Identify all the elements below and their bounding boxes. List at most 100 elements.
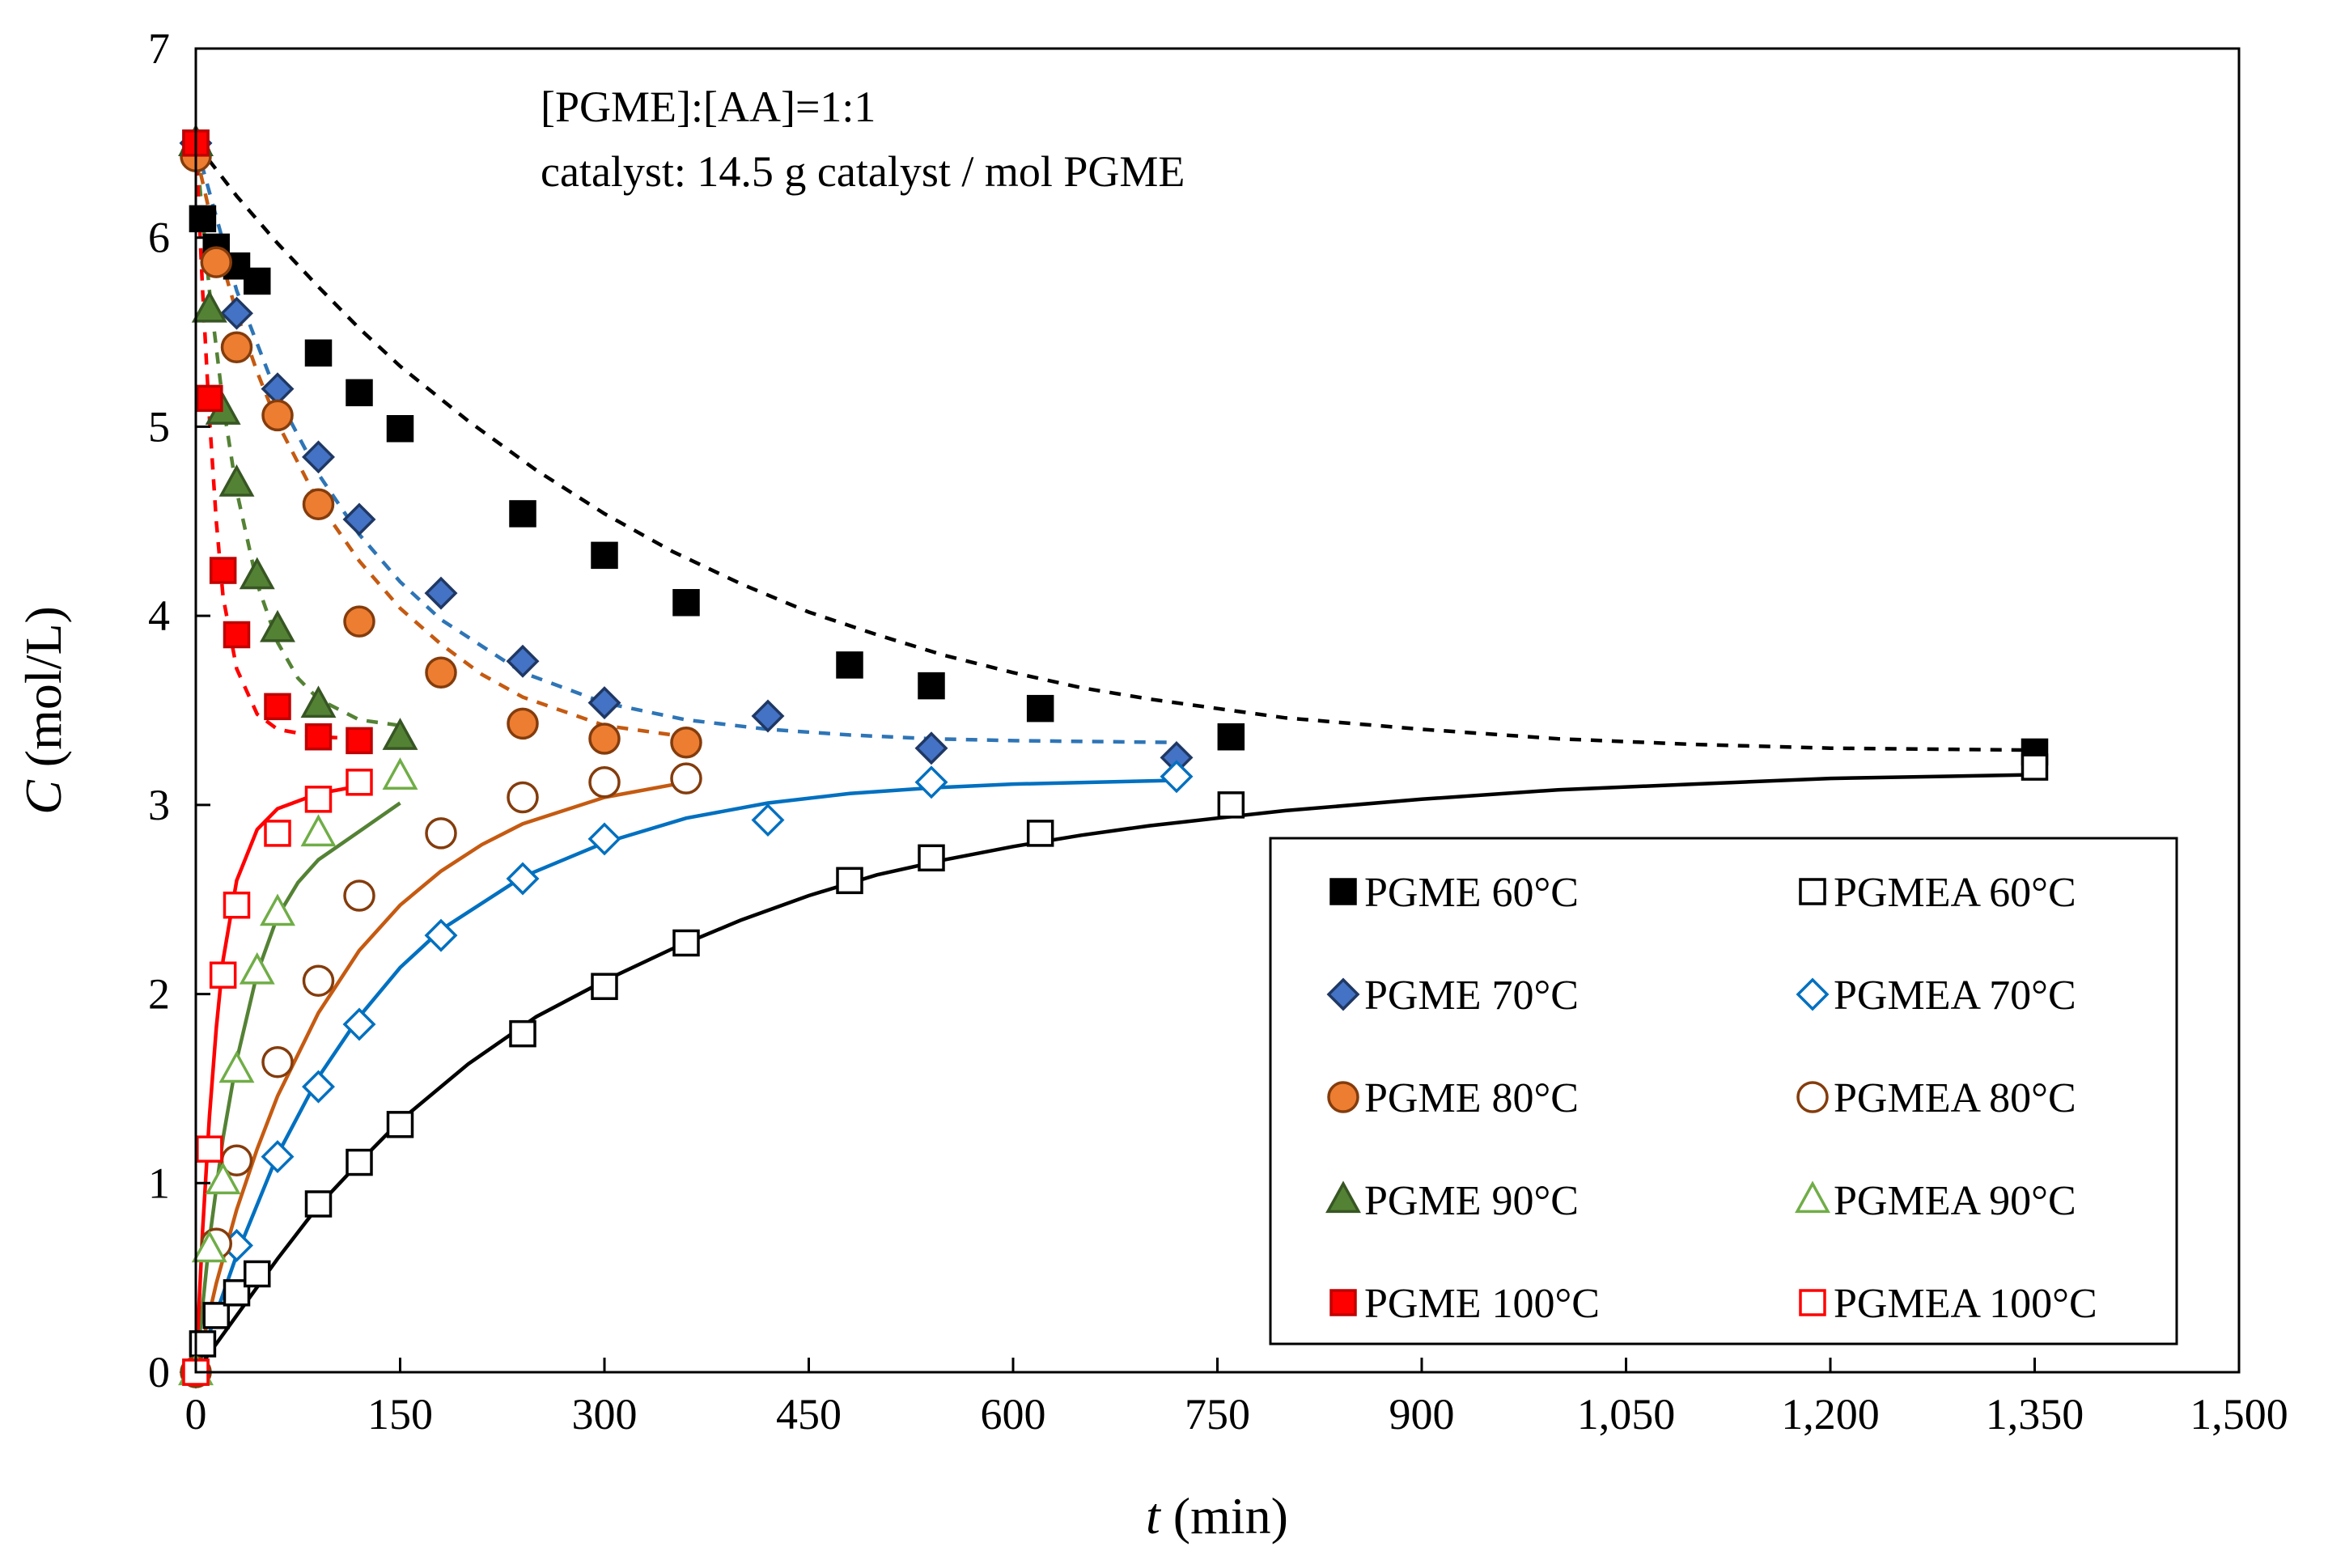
data-point bbox=[914, 731, 948, 765]
x-tick-label: 1,500 bbox=[2190, 1390, 2288, 1439]
data-point bbox=[189, 205, 217, 233]
data-point bbox=[196, 1135, 223, 1163]
x-tick-label: 150 bbox=[367, 1390, 433, 1439]
legend-item-pgme-90c: PGME 90°C bbox=[1325, 1178, 1579, 1224]
y-axis-title-symbol: C bbox=[15, 779, 72, 815]
data-point bbox=[261, 1140, 295, 1174]
data-point bbox=[670, 762, 702, 795]
data-point bbox=[218, 464, 255, 497]
legend-marker bbox=[1796, 977, 1830, 1011]
y-tick-label: 6 bbox=[148, 214, 170, 262]
data-point bbox=[509, 500, 536, 528]
data-point bbox=[836, 867, 863, 895]
legend-label: PGMEA 100°C bbox=[1834, 1281, 2097, 1327]
legend-label: PGME 60°C bbox=[1364, 870, 1579, 916]
legend-label: PGMEA 90°C bbox=[1834, 1178, 2076, 1224]
data-point bbox=[220, 296, 253, 330]
data-point bbox=[346, 379, 373, 407]
legend-marker bbox=[1327, 1081, 1359, 1113]
data-point bbox=[751, 803, 785, 837]
legend-marker bbox=[1326, 977, 1360, 1011]
data-point bbox=[670, 726, 702, 759]
data-point bbox=[196, 384, 223, 413]
data-point bbox=[382, 757, 418, 790]
data-point bbox=[672, 929, 700, 957]
data-point bbox=[1026, 694, 1054, 723]
y-tick-label: 4 bbox=[148, 591, 170, 640]
legend-item-pgmea-80c: PGMEA 80°C bbox=[1796, 1075, 2076, 1121]
data-point bbox=[304, 1190, 333, 1218]
data-point bbox=[424, 918, 458, 952]
legend-label: PGMEA 80°C bbox=[1834, 1075, 2076, 1121]
data-point bbox=[914, 765, 948, 799]
data-point bbox=[507, 781, 539, 814]
data-point bbox=[244, 267, 271, 295]
legend-label: PGMEA 70°C bbox=[1834, 973, 2076, 1019]
data-point bbox=[239, 951, 275, 985]
data-point bbox=[300, 814, 337, 847]
x-tick-label: 1,200 bbox=[1781, 1390, 1880, 1439]
legend-label: PGME 80°C bbox=[1364, 1075, 1579, 1121]
data-point bbox=[260, 609, 295, 642]
legend-item-pgme-60c: PGME 60°C bbox=[1329, 870, 1579, 916]
data-point bbox=[304, 786, 333, 813]
data-point bbox=[209, 557, 237, 584]
series-pgmea-70c bbox=[179, 760, 1194, 1389]
legend-label: PGME 100°C bbox=[1364, 1281, 1600, 1327]
data-point bbox=[239, 557, 275, 590]
data-point bbox=[1217, 791, 1245, 819]
data-point bbox=[588, 766, 621, 799]
data-point bbox=[302, 964, 335, 997]
fit-curve-pgme-80c bbox=[193, 151, 687, 739]
legend-item-pgmea-60c: PGMEA 60°C bbox=[1799, 870, 2076, 916]
data-point bbox=[205, 1162, 241, 1195]
x-tick-label: 900 bbox=[1389, 1390, 1455, 1439]
legend-label: PGME 90°C bbox=[1364, 1178, 1579, 1224]
x-axis-title-unit: (min) bbox=[1160, 1487, 1288, 1545]
legend-item-pgmea-70c: PGMEA 70°C bbox=[1796, 973, 2076, 1019]
legend-item-pgme-100c: PGME 100°C bbox=[1329, 1281, 1600, 1327]
data-point bbox=[302, 1070, 335, 1104]
data-point bbox=[346, 727, 373, 755]
y-tick-label: 5 bbox=[148, 402, 170, 451]
data-point bbox=[587, 686, 621, 720]
fit-curve-pgme-60c bbox=[194, 142, 2035, 752]
data-point bbox=[223, 621, 251, 649]
data-point bbox=[1217, 723, 1245, 751]
legend-marker bbox=[1795, 1180, 1830, 1214]
y-tick-label: 3 bbox=[148, 781, 170, 829]
x-tick-label: 600 bbox=[981, 1390, 1046, 1439]
legend-marker bbox=[1325, 1180, 1361, 1214]
legend-item-pgme-70c: PGME 70°C bbox=[1326, 973, 1579, 1019]
x-axis-title-symbol: t bbox=[1146, 1487, 1162, 1545]
annotation-ratio: [PGME]:[AA]=1:1 bbox=[541, 83, 876, 131]
data-point bbox=[342, 1007, 376, 1041]
data-point bbox=[260, 893, 295, 926]
legend-item-pgmea-100c: PGMEA 100°C bbox=[1799, 1281, 2097, 1327]
data-point bbox=[220, 331, 253, 364]
data-point bbox=[218, 1050, 255, 1083]
data-point bbox=[202, 1302, 230, 1329]
legend-box bbox=[1269, 837, 2178, 1346]
data-point bbox=[261, 1045, 294, 1079]
data-point bbox=[304, 339, 333, 367]
data-point bbox=[918, 672, 945, 700]
x-axis-title: t (min) bbox=[1146, 1487, 1288, 1545]
legend-label: PGME 70°C bbox=[1364, 973, 1579, 1019]
data-point bbox=[264, 693, 291, 721]
fit-curve-pgmea-100c bbox=[193, 784, 360, 1373]
data-point bbox=[591, 973, 618, 1000]
x-tick-label: 750 bbox=[1185, 1390, 1250, 1439]
data-point bbox=[588, 723, 621, 755]
x-tick-label: 1,350 bbox=[1986, 1390, 2084, 1439]
data-point bbox=[672, 589, 700, 617]
data-point bbox=[304, 723, 333, 751]
data-point bbox=[261, 399, 294, 432]
data-point bbox=[507, 707, 539, 740]
data-point bbox=[386, 415, 414, 443]
data-point bbox=[2021, 753, 2049, 781]
data-point bbox=[191, 1230, 227, 1263]
data-point bbox=[425, 817, 457, 850]
data-point bbox=[425, 656, 457, 689]
series-pgme-80c bbox=[180, 140, 702, 759]
